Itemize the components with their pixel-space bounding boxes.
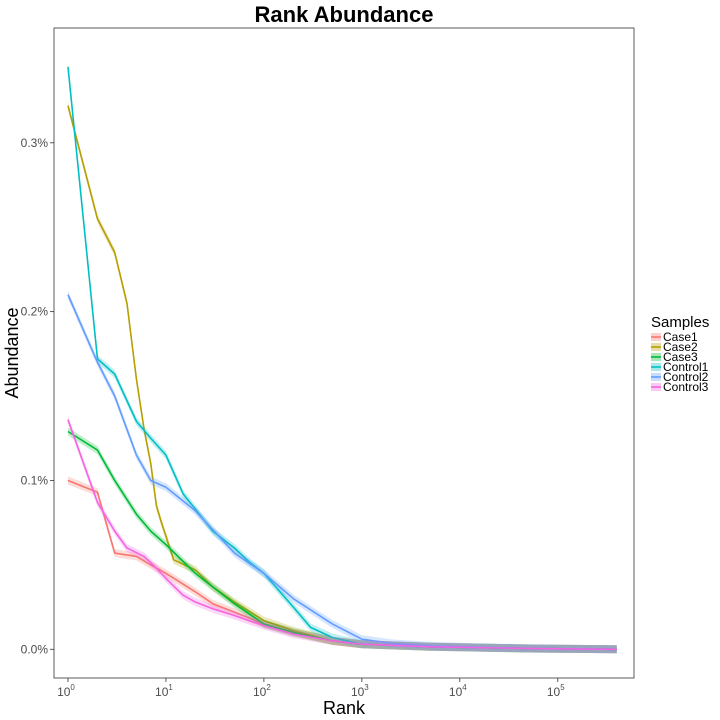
series-layer bbox=[67, 62, 617, 654]
legend-label: Case2 bbox=[663, 340, 698, 354]
legend-label: Case3 bbox=[663, 350, 698, 364]
y-tick-label: 0.3% bbox=[21, 136, 49, 150]
legend-label: Control3 bbox=[663, 380, 709, 394]
x-axis-title: Rank bbox=[323, 698, 366, 718]
plot-panel-border bbox=[53, 27, 635, 679]
legend-label: Control2 bbox=[663, 370, 709, 384]
series-control2 bbox=[67, 290, 617, 654]
x-tick-label: 100 bbox=[57, 683, 75, 699]
y-axis-title: Abundance bbox=[2, 307, 22, 398]
legend-title: Samples bbox=[651, 314, 709, 331]
x-tick-label: 105 bbox=[547, 683, 565, 699]
x-tick-label: 104 bbox=[449, 683, 467, 699]
legend-label: Case1 bbox=[663, 330, 698, 344]
y-tick-label: 0.0% bbox=[21, 642, 49, 656]
series-ribbon bbox=[67, 101, 617, 654]
series-ribbon bbox=[67, 290, 617, 654]
x-tick-label: 103 bbox=[351, 683, 369, 699]
legend: Samples Case1Case2Case3Control1Control2C… bbox=[651, 314, 709, 394]
legend-label: Control1 bbox=[663, 360, 709, 374]
chart-title: Rank Abundance bbox=[255, 2, 434, 27]
y-tick-label: 0.1% bbox=[21, 473, 49, 487]
series-control3 bbox=[67, 415, 617, 654]
x-tick-label: 101 bbox=[155, 683, 173, 699]
series-line bbox=[67, 419, 617, 651]
x-tick-label: 102 bbox=[253, 683, 271, 699]
x-axis: 100 101 102 103 104 105 bbox=[57, 678, 565, 699]
series-case2 bbox=[67, 101, 617, 654]
y-tick-label: 0.2% bbox=[21, 305, 49, 319]
y-axis: 0.0% 0.1% 0.2% 0.3% bbox=[21, 136, 54, 656]
series-line bbox=[67, 294, 617, 651]
